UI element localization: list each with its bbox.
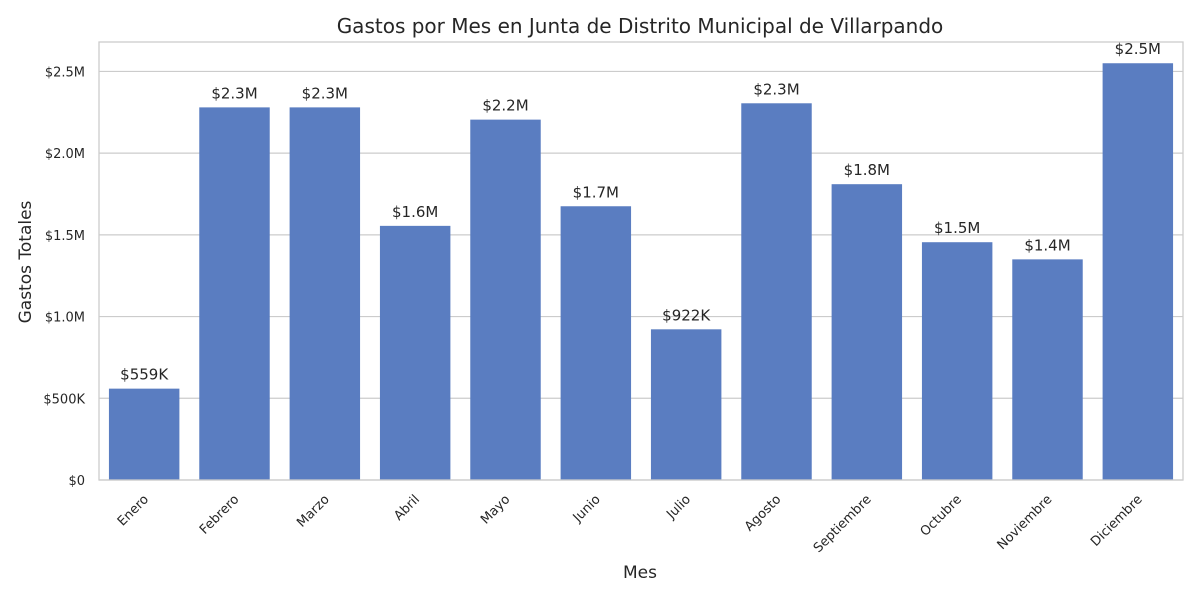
bar-value-label: $2.5M bbox=[1115, 40, 1161, 58]
x-tick-label: Febrero bbox=[197, 492, 242, 537]
y-axis-label: Gastos Totales bbox=[16, 200, 36, 323]
x-tick-label: Marzo bbox=[294, 492, 332, 530]
bar-agosto bbox=[741, 103, 812, 480]
bar-marzo bbox=[289, 107, 361, 480]
bar-abril bbox=[379, 225, 451, 480]
x-tick-label: Abril bbox=[391, 492, 423, 524]
data-labels: $559K $2.3M $2.3M $1.6M $2.2M $1.7M $922K $2.3M… bbox=[120, 40, 1161, 383]
bar-value-label: $1.5M bbox=[934, 219, 980, 237]
y-tick-label: $2.5M bbox=[45, 65, 85, 80]
x-tick-label: Noviembre bbox=[995, 492, 1056, 553]
bar-octubre bbox=[921, 242, 993, 480]
x-tick-label: Septiembre bbox=[811, 492, 875, 556]
bar-julio bbox=[650, 329, 722, 480]
x-tick-label: Diciembre bbox=[1088, 492, 1146, 550]
bar-value-label: $1.7M bbox=[573, 183, 619, 201]
y-axis-ticks: $0 $500K $1.0M $1.5M $2.0M $2.5M bbox=[43, 65, 85, 489]
bar-enero bbox=[108, 388, 180, 480]
plot-frame bbox=[98, 41, 1184, 481]
y-tick-label: $2.0M bbox=[45, 147, 85, 162]
bar-junio bbox=[560, 206, 632, 480]
bar-value-label: $2.3M bbox=[302, 84, 348, 102]
bar-diciembre bbox=[1102, 63, 1174, 480]
y-tick-label: $0 bbox=[68, 474, 85, 489]
y-tick-label: $1.0M bbox=[45, 311, 85, 326]
bar-value-label: $922K bbox=[662, 306, 711, 324]
bar-value-label: $1.6M bbox=[392, 203, 438, 221]
x-tick-label: Junio bbox=[570, 492, 604, 526]
bar-value-label: $559K bbox=[120, 366, 169, 384]
x-tick-label: Julio bbox=[663, 492, 694, 523]
x-tick-label: Mayo bbox=[478, 492, 513, 527]
bar-septiembre bbox=[831, 184, 903, 480]
bar-noviembre bbox=[1012, 259, 1083, 480]
y-tick-label: $1.5M bbox=[45, 229, 85, 244]
bar-value-label: $2.3M bbox=[753, 80, 799, 98]
chart-title: Gastos por Mes en Junta de Distrito Muni… bbox=[337, 14, 944, 38]
bar-value-label: $2.2M bbox=[482, 97, 528, 115]
x-tick-label: Octubre bbox=[918, 492, 965, 539]
bar-value-label: $1.8M bbox=[844, 161, 890, 179]
bar-mayo bbox=[470, 119, 541, 480]
y-tick-label: $500K bbox=[43, 392, 85, 407]
bar-febrero bbox=[199, 107, 270, 480]
x-tick-label: Enero bbox=[115, 492, 152, 529]
x-axis-label: Mes bbox=[623, 563, 657, 583]
bars bbox=[108, 63, 1174, 480]
bar-value-label: $1.4M bbox=[1024, 236, 1070, 254]
x-axis-ticks: Enero Febrero Marzo Abril Mayo Junio Julio Agos… bbox=[115, 492, 1146, 556]
bar-value-label: $2.3M bbox=[211, 84, 257, 102]
x-tick-label: Agosto bbox=[742, 492, 784, 534]
